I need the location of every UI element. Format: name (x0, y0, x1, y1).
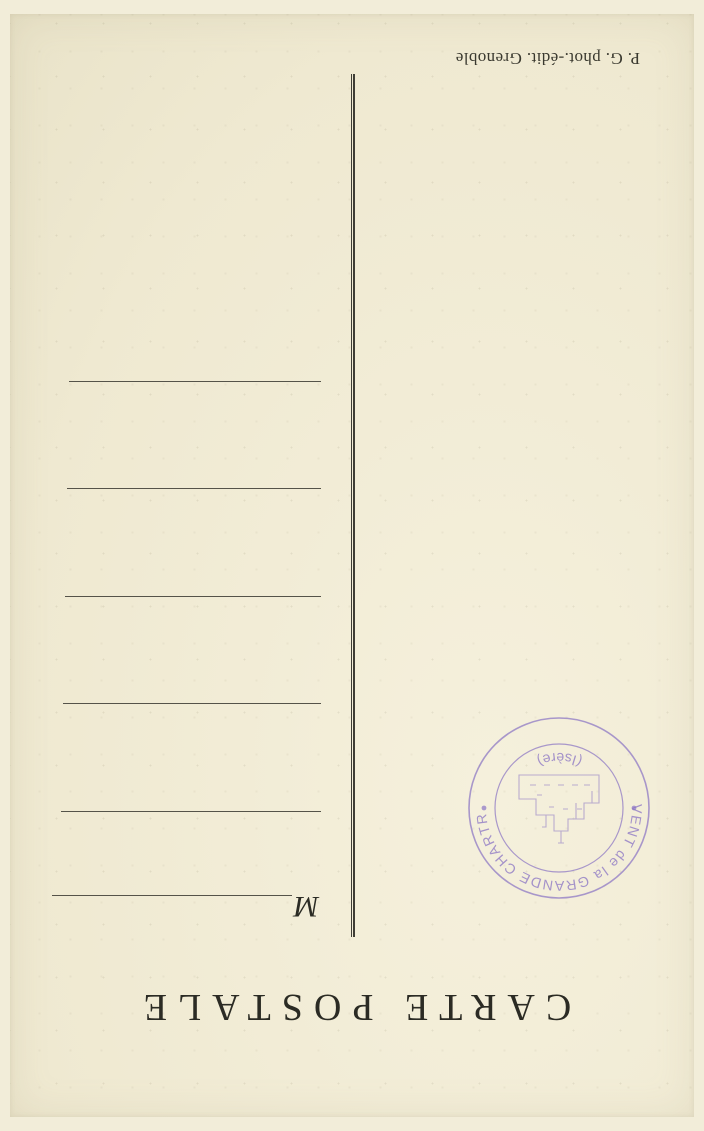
rubber-stamp-cachet: COUVENT de la GRANDE CHARTREUSE (Isère) (464, 713, 654, 903)
address-rule (61, 811, 321, 812)
cachet-center-motif (519, 775, 599, 843)
paper-surface: CARTE POSTALE M P. G. phot.-édit. Grenob… (10, 14, 694, 1117)
address-rule (63, 703, 321, 704)
address-rule (67, 488, 321, 489)
center-divider (353, 74, 355, 937)
address-rule (69, 381, 321, 382)
postage-stamp-area (58, 1091, 60, 1093)
salutation-underline (52, 895, 292, 896)
salutation: M (52, 889, 319, 923)
cachet-text-bottom: (Isère) (534, 749, 585, 770)
salutation-prefix: M (292, 890, 319, 923)
cachet-text-top: COUVENT de la GRANDE CHARTREUSE (474, 804, 654, 903)
address-rule (65, 596, 321, 597)
card-title: CARTE POSTALE (10, 985, 694, 1029)
postcard-back: CARTE POSTALE M P. G. phot.-édit. Grenob… (0, 0, 704, 1131)
publisher-imprint: P. G. phot.-édit. Grenoble (455, 48, 640, 68)
